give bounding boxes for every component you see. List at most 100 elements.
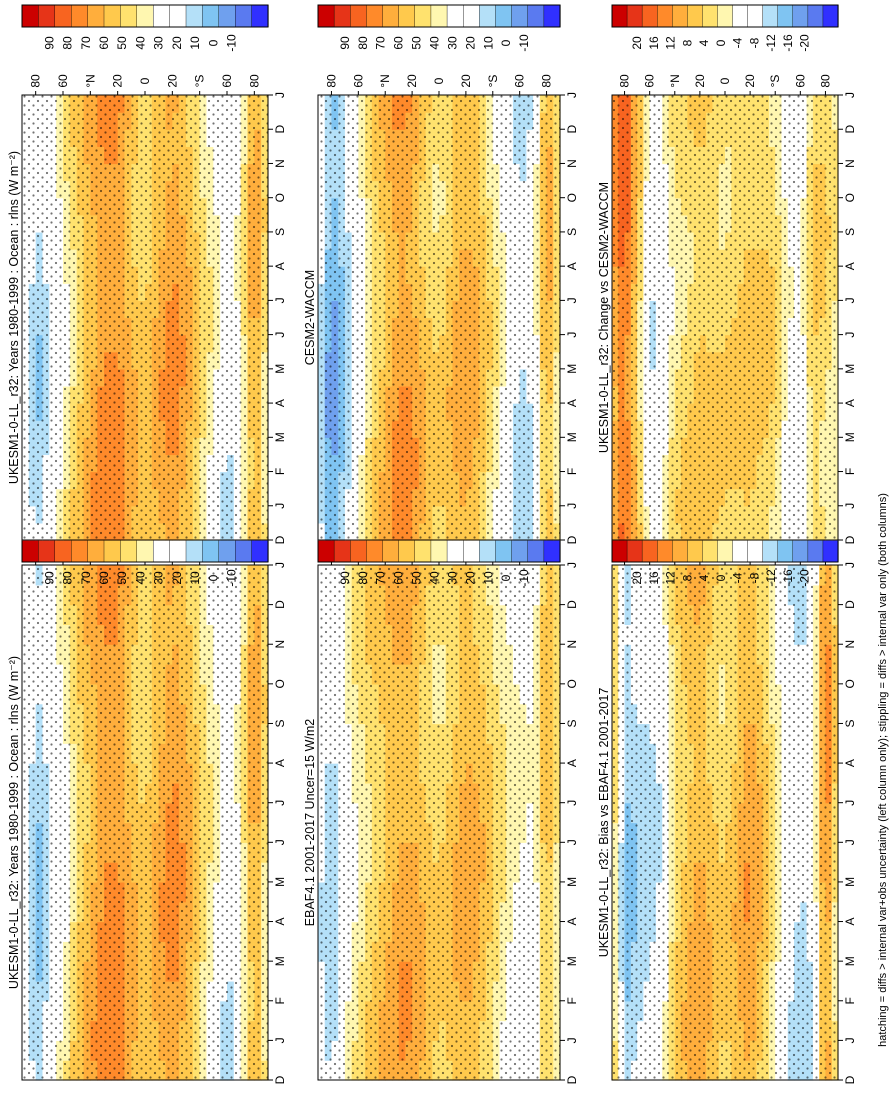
colorbar-label: 50	[115, 571, 129, 585]
lat-tick-label: 0	[138, 77, 152, 84]
month-tick-label: J	[273, 839, 287, 845]
month-tick-label: S	[273, 228, 287, 236]
colorbar-label: -10	[517, 569, 531, 587]
stipple-overlay	[318, 565, 560, 1080]
colorbar-label: -8	[747, 572, 761, 583]
colorbar-label: 0	[499, 574, 513, 581]
colorbar-swatch	[103, 4, 121, 28]
colorbar-swatch	[430, 539, 448, 563]
colorbar-swatch	[234, 539, 253, 563]
colorbar-label: 80	[61, 36, 75, 50]
month-tick-label: D	[273, 535, 287, 544]
colorbar-label: 70	[79, 36, 93, 50]
month-tick-label: J	[565, 839, 579, 845]
colorbar-cb2: 90 80 70 60 50 40 30 20 10 0 -10	[317, 539, 561, 587]
month-tick-label: O	[843, 679, 857, 688]
colorbar-swatch	[792, 539, 809, 563]
colorbar-label: 20	[170, 571, 184, 585]
colorbar-swatch	[350, 539, 367, 563]
colorbar-swatch	[382, 539, 400, 563]
colorbar-cb1: 90 80 70 60 50 40 30 20 10 0 -10	[21, 539, 269, 587]
colorbar-label: 0	[206, 574, 220, 581]
colorbar-label: 0	[714, 574, 728, 581]
colorbar-label: 60	[97, 571, 111, 585]
colorbar-swatch	[21, 539, 39, 563]
plot-layer: DJFMAMJJASONDJ8060°N20020°S6080UKESM1-0-…	[7, 4, 857, 1084]
colorbar-cb4: 90 80 70 60 50 40 30 20 10 0 -10	[21, 4, 269, 52]
colorbar-label: 4	[697, 574, 711, 581]
colorbar-label: 60	[97, 36, 111, 50]
colorbar-label: 30	[152, 36, 166, 50]
lat-tick-label: 20	[165, 74, 179, 88]
stipple-overlay	[318, 95, 560, 540]
colorbar-swatch	[495, 539, 513, 563]
colorbar-label: 8	[680, 574, 694, 581]
month-tick-label: F	[273, 468, 287, 475]
colorbar-swatch	[732, 539, 749, 563]
colorbar-label: 40	[133, 571, 147, 585]
month-tick-label: N	[565, 640, 579, 649]
colorbar-label: 70	[374, 571, 388, 585]
month-tick-label: A	[565, 917, 579, 925]
colorbar-swatch	[38, 4, 56, 28]
colorbar-swatch	[185, 4, 203, 28]
colorbar-label: 10	[188, 571, 202, 585]
colorbar-swatch	[21, 4, 39, 28]
month-tick-label: J	[273, 1037, 287, 1043]
month-tick-label: A	[273, 759, 287, 767]
month-tick-label: O	[273, 679, 287, 688]
colorbar-swatch	[202, 539, 220, 563]
month-tick-label: D	[843, 600, 857, 609]
colorbar-swatch	[234, 4, 253, 28]
colorbar-label: 16	[647, 571, 661, 585]
colorbar-swatch	[54, 539, 72, 563]
month-tick-label: D	[273, 600, 287, 609]
colorbar-label: 90	[42, 36, 56, 50]
colorbar-swatch	[657, 539, 673, 563]
month-tick-label: D	[565, 535, 579, 544]
panel-p3: DJFMAMJJASONDJ8060°N20020°S6080UKESM1-0-…	[597, 544, 857, 1084]
month-tick-label: F	[565, 997, 579, 1004]
colorbar-swatch	[202, 4, 220, 28]
colorbar-swatch	[807, 539, 824, 563]
colorbar-swatch	[414, 539, 432, 563]
colorbar-swatch	[777, 539, 794, 563]
colorbar-label: 40	[133, 36, 147, 50]
colorbar-swatch	[136, 4, 154, 28]
month-tick-label: A	[565, 759, 579, 767]
colorbar-swatch	[87, 539, 105, 563]
month-tick-label: O	[273, 193, 287, 202]
colorbar-label: 70	[79, 571, 93, 585]
colorbar-swatch	[672, 539, 688, 563]
month-tick-label: N	[843, 640, 857, 649]
month-tick-label: J	[565, 562, 579, 568]
colorbar-label: -12	[764, 569, 778, 587]
month-tick-label: F	[273, 997, 287, 1004]
colorbar-swatch	[120, 539, 138, 563]
colorbar-swatch	[717, 539, 734, 563]
colorbar-swatch	[136, 539, 154, 563]
month-tick-label: J	[565, 1037, 579, 1043]
month-tick-label: D	[273, 1075, 287, 1084]
colorbar-label: -20	[798, 569, 812, 587]
colorbar-swatch	[54, 4, 72, 28]
colorbar-swatch	[152, 4, 171, 28]
month-tick-label: F	[843, 997, 857, 1004]
month-tick-label: J	[273, 562, 287, 568]
month-tick-label: J	[273, 503, 287, 509]
colorbar-swatch	[702, 539, 719, 563]
colorbar-label: -10	[225, 34, 239, 52]
lat-tick-label: 20	[111, 74, 125, 88]
month-tick-label: D	[565, 1075, 579, 1084]
panel-title: EBAF4.1 2001-2017 Uncer=15 W/m2	[303, 719, 317, 926]
colorbar-swatch	[169, 4, 187, 28]
colorbar-label: 60	[392, 571, 406, 585]
month-tick-label: A	[273, 262, 287, 270]
colorbar-swatch	[333, 539, 351, 563]
month-tick-label: S	[565, 719, 579, 727]
month-tick-label: D	[565, 600, 579, 609]
colorbar-swatch	[479, 539, 497, 563]
month-tick-label: D	[843, 1075, 857, 1084]
